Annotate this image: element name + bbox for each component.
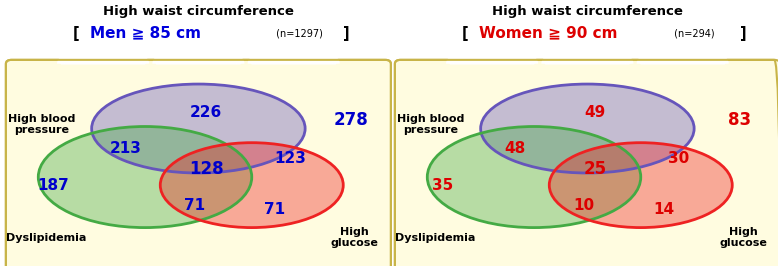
- Text: High waist circumference: High waist circumference: [103, 6, 294, 18]
- Ellipse shape: [160, 143, 343, 228]
- Text: ]: ]: [343, 26, 350, 41]
- Text: 35: 35: [432, 178, 453, 193]
- Ellipse shape: [481, 84, 694, 173]
- Text: High
glucose: High glucose: [720, 227, 768, 248]
- Text: 83: 83: [728, 111, 752, 130]
- Text: 187: 187: [37, 178, 69, 193]
- Wedge shape: [641, 35, 724, 64]
- Text: High
glucose: High glucose: [331, 227, 379, 248]
- Text: 71: 71: [264, 202, 286, 217]
- Text: High blood
pressure: High blood pressure: [9, 114, 75, 135]
- Text: Dyslipidemia: Dyslipidemia: [394, 233, 475, 243]
- Text: Men ≧ 85 cm: Men ≧ 85 cm: [89, 26, 201, 41]
- Text: 278: 278: [334, 111, 368, 130]
- Text: 48: 48: [504, 141, 526, 156]
- Wedge shape: [545, 35, 629, 64]
- Ellipse shape: [427, 127, 641, 228]
- Text: 213: 213: [110, 141, 142, 156]
- Text: 123: 123: [274, 151, 306, 166]
- Text: 25: 25: [584, 160, 607, 178]
- Text: Dyslipidemia: Dyslipidemia: [5, 233, 86, 243]
- Text: Women ≧ 90 cm: Women ≧ 90 cm: [478, 26, 617, 41]
- Ellipse shape: [549, 143, 732, 228]
- FancyBboxPatch shape: [395, 60, 778, 266]
- Wedge shape: [252, 35, 335, 64]
- Wedge shape: [156, 35, 240, 64]
- Text: ]: ]: [740, 26, 747, 41]
- Text: 30: 30: [668, 151, 689, 166]
- Text: 49: 49: [584, 105, 605, 120]
- Text: 128: 128: [189, 160, 223, 178]
- Wedge shape: [61, 35, 145, 64]
- Text: (n=1297): (n=1297): [273, 28, 323, 38]
- Text: 226: 226: [190, 105, 223, 120]
- Text: 71: 71: [184, 198, 205, 213]
- Text: [: [: [72, 26, 79, 41]
- Text: 10: 10: [573, 198, 594, 213]
- Text: High waist circumference: High waist circumference: [492, 6, 683, 18]
- Ellipse shape: [38, 127, 252, 228]
- Wedge shape: [450, 35, 534, 64]
- FancyBboxPatch shape: [6, 60, 391, 266]
- Ellipse shape: [92, 84, 305, 173]
- Text: 14: 14: [653, 202, 675, 217]
- Text: [: [: [461, 26, 468, 41]
- Text: (n=294): (n=294): [671, 28, 715, 38]
- Text: High blood
pressure: High blood pressure: [398, 114, 464, 135]
